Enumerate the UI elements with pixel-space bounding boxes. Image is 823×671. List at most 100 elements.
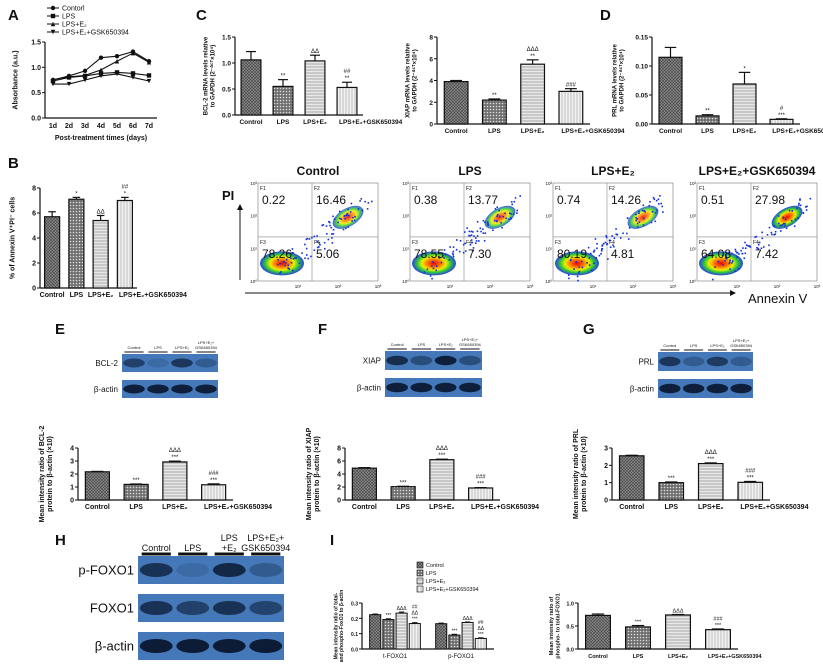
y-tick-label: 0.15 bbox=[635, 35, 648, 42]
event-dot bbox=[594, 238, 597, 240]
x-tick-label: LPS+E₂ bbox=[429, 504, 454, 511]
event-dot bbox=[456, 239, 458, 241]
protein-band bbox=[458, 382, 481, 393]
event-dot bbox=[788, 209, 791, 212]
event-dot bbox=[773, 225, 775, 227]
event-dot bbox=[353, 219, 356, 222]
flow-plot-title: LPS+E₂ bbox=[591, 164, 635, 178]
quadrant-percent: 4.81 bbox=[611, 247, 635, 261]
significance-marker: ΔΔΔ *** bbox=[705, 450, 717, 463]
y-tick-label: 0 bbox=[429, 122, 433, 129]
event-dot bbox=[636, 218, 639, 220]
bar bbox=[382, 619, 395, 650]
event-dot bbox=[728, 262, 731, 265]
x-tick-label: LPS+E₂+GSK650394 bbox=[561, 128, 625, 135]
event-dot bbox=[307, 257, 309, 260]
quadrant-percent: 80.19 bbox=[557, 247, 587, 261]
event-dot bbox=[724, 254, 727, 256]
event-dot bbox=[510, 201, 513, 203]
event-dot bbox=[319, 244, 321, 246]
lane-label: LPS bbox=[184, 543, 201, 553]
event-dot bbox=[738, 253, 740, 255]
quadrant-percent: 5.06 bbox=[316, 247, 340, 261]
x-tick-label: 10¹ bbox=[447, 284, 454, 289]
significance-marker: ** bbox=[281, 74, 286, 80]
event-dot bbox=[740, 249, 742, 252]
event-dot bbox=[487, 224, 490, 226]
y-tick-label: 10² bbox=[250, 214, 257, 219]
event-dot bbox=[722, 264, 725, 266]
x-tick-label: 10³ bbox=[814, 284, 821, 289]
quadrant-percent: 16.46 bbox=[316, 193, 346, 207]
event-dot bbox=[744, 252, 747, 255]
x-tick-label: 10¹ bbox=[295, 284, 302, 289]
bar bbox=[769, 118, 794, 125]
x-tick-label: 10² bbox=[335, 284, 342, 289]
event-dot bbox=[331, 237, 333, 239]
x-tick-label: LPS+E₂+GSK650394 bbox=[119, 292, 187, 299]
event-dot bbox=[514, 197, 517, 199]
quadrant-id: F4 bbox=[609, 240, 615, 246]
event-dot bbox=[501, 226, 503, 229]
y-tick-label: 10² bbox=[689, 214, 696, 219]
event-dot bbox=[482, 228, 484, 231]
quadrant-id: F2 bbox=[466, 186, 472, 192]
event-dot bbox=[588, 264, 591, 266]
legend-swatch bbox=[416, 585, 424, 593]
legend-label: LPS bbox=[62, 14, 76, 21]
event-dot bbox=[794, 218, 797, 221]
blot-strip bbox=[658, 379, 753, 398]
event-dot bbox=[592, 251, 595, 253]
event-dot bbox=[480, 230, 482, 233]
western-blot-h: Control LPSLPS+E₂LPS+E₂+GSK650394p-FOXO1F… bbox=[78, 533, 290, 660]
event-dot bbox=[498, 209, 500, 212]
quadrant-percent: 0.22 bbox=[262, 193, 286, 207]
event-dot bbox=[611, 235, 613, 237]
significance-marker: *** bbox=[385, 613, 391, 619]
event-dot bbox=[338, 210, 341, 213]
protein-band bbox=[410, 382, 433, 393]
bar bbox=[351, 467, 377, 501]
event-dot bbox=[580, 260, 583, 263]
event-dot bbox=[277, 258, 279, 261]
protein-band bbox=[123, 358, 145, 368]
event-dot bbox=[474, 242, 477, 244]
event-dot bbox=[487, 222, 489, 225]
data-point bbox=[82, 68, 88, 74]
quadrant-percent: 27.98 bbox=[755, 193, 785, 207]
cell-population-live bbox=[555, 251, 599, 276]
lane-label: LPS bbox=[154, 345, 162, 350]
event-dot bbox=[649, 200, 651, 203]
bar bbox=[481, 99, 507, 125]
event-dot bbox=[474, 237, 477, 239]
event-dot bbox=[731, 262, 733, 264]
x-tick-label: 10² bbox=[630, 284, 637, 289]
x-tick-label: LPS bbox=[488, 128, 501, 135]
event-dot bbox=[470, 239, 473, 241]
event-dot bbox=[429, 275, 432, 277]
event-dot bbox=[451, 252, 454, 255]
event-dot bbox=[754, 236, 756, 238]
bar bbox=[336, 86, 358, 116]
event-dot bbox=[463, 231, 466, 233]
event-dot bbox=[292, 257, 295, 260]
data-point bbox=[114, 71, 120, 77]
y-tick-label: 10⁰ bbox=[250, 279, 257, 284]
bar bbox=[92, 219, 109, 289]
bar bbox=[704, 629, 731, 650]
y-tick-label: 1.5 bbox=[31, 40, 41, 47]
event-dot bbox=[729, 268, 731, 270]
panel-label-f: F bbox=[318, 321, 327, 338]
event-dot bbox=[313, 235, 316, 238]
bar bbox=[618, 455, 645, 501]
bar bbox=[658, 56, 683, 125]
event-dot bbox=[449, 246, 451, 248]
event-dot bbox=[432, 267, 435, 270]
event-dot bbox=[349, 211, 352, 213]
event-dot bbox=[766, 233, 769, 236]
event-dot bbox=[641, 209, 644, 212]
x-tick-label: LPS+E₂+GSK650394 bbox=[708, 654, 762, 660]
x-tick-label: LPS+E₂ bbox=[733, 128, 757, 135]
event-dot bbox=[742, 247, 744, 249]
blot-row-label: β-actin bbox=[630, 384, 654, 393]
